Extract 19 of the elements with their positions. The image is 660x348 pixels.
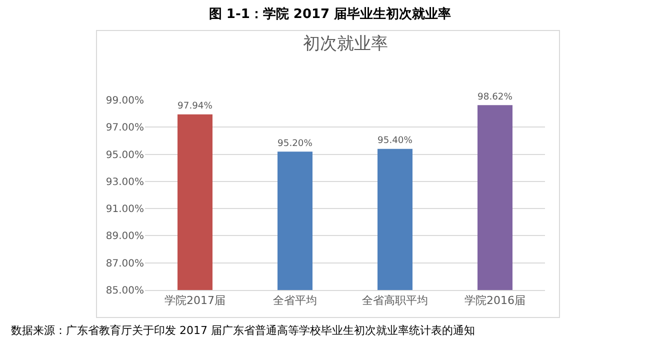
source-note: 数据来源：广东省教育厅关于印发 2017 届广东省普通高等学校毕业生初次就业率统计表的通知 [11,324,475,337]
y-tick-label: 99.00% [106,96,144,106]
y-tick-label: 95.00% [106,150,144,161]
x-tick-label: 全省高职平均 [362,294,428,308]
data-label: 95.40% [378,135,413,146]
chart-title: 图 1-1：学院 2017 届毕业生初次就业率 [208,6,452,22]
data-label: 97.94% [178,100,213,112]
y-tick-label: 93.00% [106,176,144,188]
chart-subtitle: 初次就业率 [303,34,388,54]
y-tick-label: 91.00% [106,204,144,216]
y-tick-label: 89.00% [106,231,144,242]
x-tick-label: 全省平均 [273,294,317,308]
y-tick-label: 97.00% [106,122,144,134]
x-tick-label: 学院2016届 [464,294,526,308]
x-tick-label: 学院2017届 [164,294,226,308]
y-tick-label: 85.00% [106,286,144,296]
data-label: 98.62% [478,91,513,102]
data-label: 95.20% [278,138,313,149]
y-tick-label: 87.00% [106,258,144,270]
